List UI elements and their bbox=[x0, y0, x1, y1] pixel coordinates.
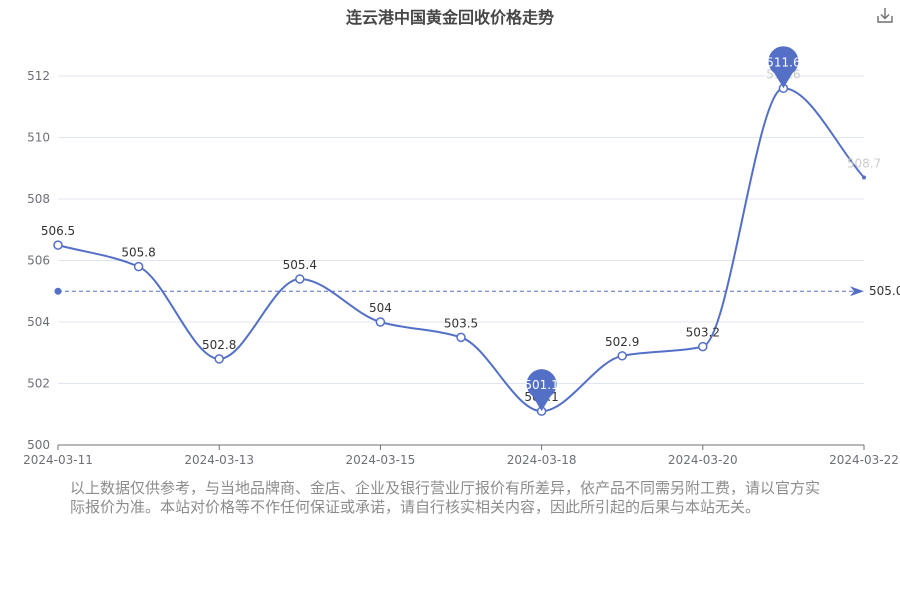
mark-line-arrow bbox=[850, 286, 864, 297]
y-tick-label: 502 bbox=[27, 376, 50, 390]
series-layer bbox=[53, 83, 866, 416]
y-tick-label: 500 bbox=[27, 438, 50, 452]
data-label: 506.5 bbox=[41, 224, 75, 238]
data-label: 508.7 bbox=[847, 156, 881, 170]
data-point bbox=[698, 341, 708, 352]
max-mark-pin: 511.6 bbox=[766, 46, 801, 89]
data-label: 503.5 bbox=[444, 316, 478, 330]
data-point bbox=[295, 274, 305, 284]
data-label: 505.8 bbox=[121, 246, 155, 260]
x-tick-label: 2024-03-15 bbox=[346, 453, 416, 467]
mark-line-label: 505.0 bbox=[869, 284, 900, 298]
series-line bbox=[57, 87, 865, 413]
disclaimer-text: 以上数据仅供参考，与当地品牌商、金店、企业及银行营业厅报价有所差异，依产品不同需… bbox=[70, 479, 821, 516]
y-tick-label: 506 bbox=[27, 253, 50, 267]
data-point bbox=[456, 332, 466, 343]
x-tick-label: 2024-03-20 bbox=[668, 453, 738, 467]
min-pin-shape bbox=[526, 369, 557, 412]
min-mark-pin: 501.1 bbox=[524, 369, 559, 412]
y-tick-label: 512 bbox=[27, 69, 50, 83]
data-point bbox=[53, 240, 63, 250]
y-tick-label: 508 bbox=[27, 192, 50, 206]
data-point bbox=[862, 175, 866, 180]
data-labels: 506.5 505.8 502.8 505.4 504 503.5 501.1 502.9 50… bbox=[41, 67, 881, 404]
data-label: 504 bbox=[369, 301, 392, 315]
x-tick-label: 2024-03-13 bbox=[184, 453, 254, 467]
data-label: 505.4 bbox=[283, 258, 317, 272]
max-pin-shape bbox=[768, 46, 799, 89]
data-point bbox=[214, 354, 224, 364]
y-tick-label: 510 bbox=[27, 130, 50, 144]
mark-points: 501.1 511.6 bbox=[524, 46, 801, 412]
grid-lines bbox=[58, 75, 864, 384]
average-mark-line: 505.0 bbox=[54, 284, 900, 298]
chart-title: 连云港中国黄金回收价格走势 bbox=[345, 8, 554, 27]
max-pin-label: 511.6 bbox=[766, 55, 800, 69]
data-point bbox=[375, 317, 386, 327]
min-pin-label: 501.1 bbox=[524, 378, 558, 392]
data-point bbox=[133, 261, 144, 272]
data-label: 502.9 bbox=[605, 335, 639, 349]
data-label: 502.8 bbox=[202, 338, 236, 352]
download-icon[interactable] bbox=[875, 5, 895, 25]
x-tick-label: 2024-03-22 bbox=[829, 453, 899, 467]
x-tick-label: 2024-03-18 bbox=[507, 453, 577, 467]
x-tick-label: 2024-03-11 bbox=[23, 453, 93, 467]
data-label: 503.2 bbox=[686, 326, 720, 340]
data-point bbox=[617, 351, 627, 361]
y-tick-label: 504 bbox=[27, 315, 50, 329]
axes: 500 502 504 506 508 510 512 2024-03-11 2024-03-1… bbox=[23, 69, 899, 467]
